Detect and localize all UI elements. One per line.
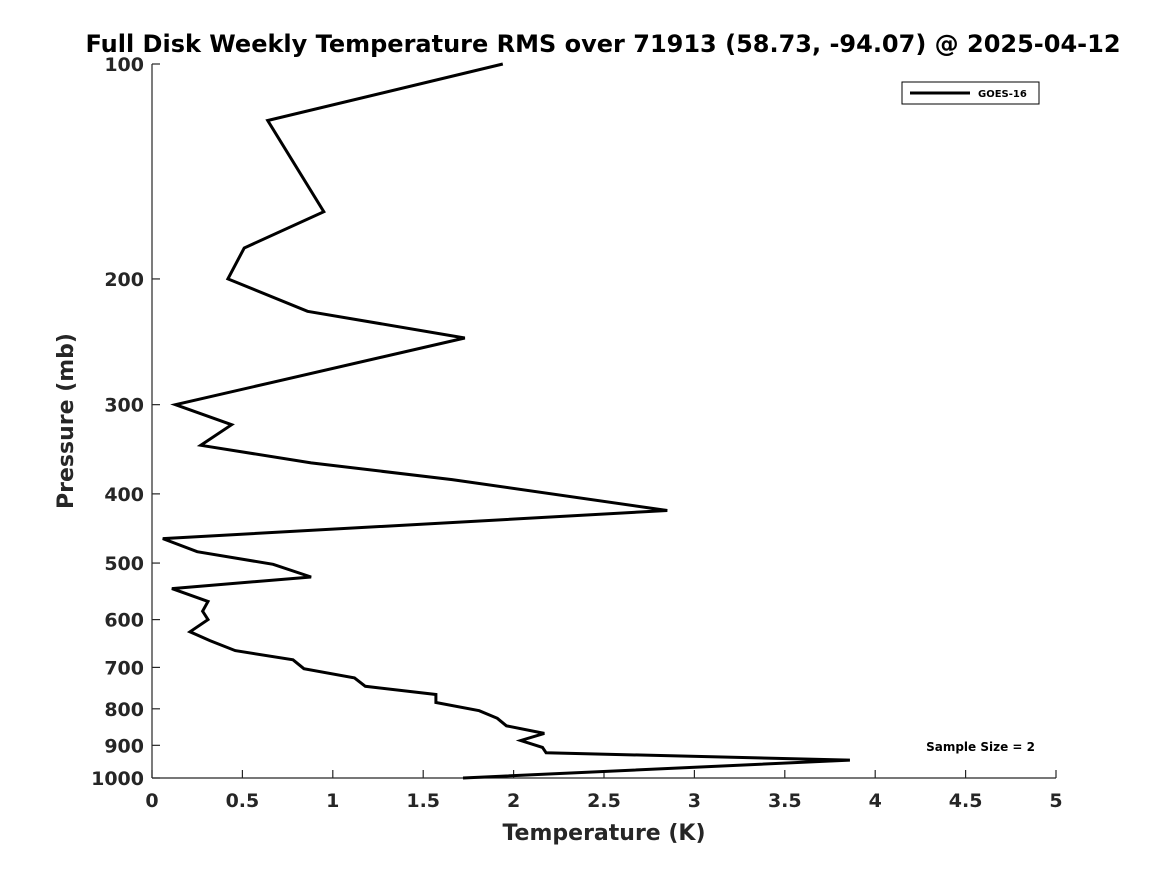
legend-entry-goes-16: GOES-16	[978, 89, 1027, 100]
legend-box	[901, 81, 1040, 105]
y-tick-label: 800	[104, 699, 144, 721]
x-tick-label: 4	[869, 790, 882, 812]
x-tick-label: 3.5	[768, 790, 802, 812]
y-axis-label: Pressure (mb)	[54, 333, 79, 509]
x-tick-label: 1	[326, 790, 339, 812]
x-tick-label: 5	[1049, 790, 1062, 812]
y-tick-label: 700	[104, 657, 144, 679]
y-tick-label: 200	[104, 269, 144, 291]
sample-size-annotation: Sample Size = 2	[926, 740, 1035, 754]
y-axis-ticks: 100 200 300 400 500 600 700 800 900 1000	[91, 54, 160, 790]
legend: GOES-16	[901, 81, 1040, 105]
x-axis-label: Temperature (K)	[502, 821, 705, 846]
x-tick-label: 1.5	[406, 790, 440, 812]
y-tick-label: 600	[104, 610, 144, 632]
y-tick-label: 300	[104, 395, 144, 417]
x-tick-label: 0	[145, 790, 158, 812]
y-tick-label: 400	[104, 484, 144, 506]
series-line-goes-16	[162, 62, 850, 780]
series-layer	[162, 62, 850, 780]
plot-area: 0 0.5 1 1.5 2 2.5 3 3.5 4 4.5 5 100 200 300 400 500 600…	[91, 54, 1063, 812]
y-tick-label: 1000	[91, 768, 144, 790]
x-tick-label: 2.5	[587, 790, 621, 812]
x-tick-label: 2	[507, 790, 520, 812]
y-tick-label: 500	[104, 553, 144, 575]
x-axis-ticks: 0 0.5 1 1.5 2 2.5 3 3.5 4 4.5 5	[145, 770, 1063, 812]
x-tick-label: 3	[688, 790, 701, 812]
y-tick-label: 900	[104, 735, 144, 757]
x-tick-label: 4.5	[949, 790, 983, 812]
y-tick-label: 100	[104, 54, 144, 76]
chart-title: Full Disk Weekly Temperature RMS over 71…	[85, 30, 1120, 58]
x-tick-label: 0.5	[226, 790, 260, 812]
